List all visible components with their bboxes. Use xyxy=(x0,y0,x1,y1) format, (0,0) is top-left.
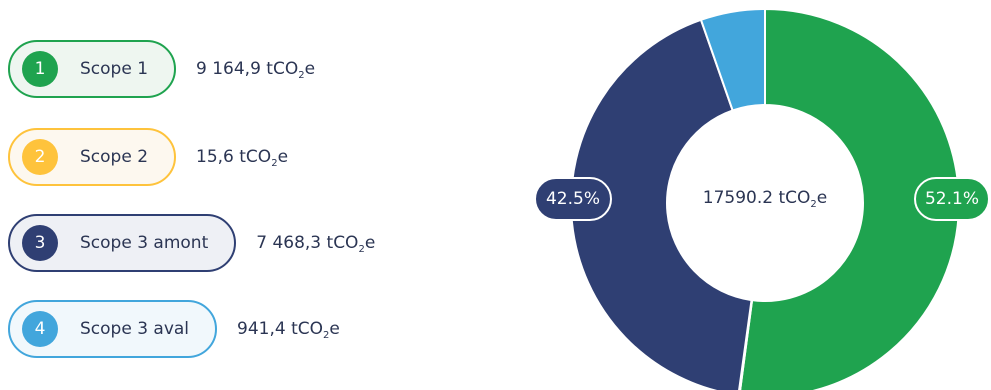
number-label-3: 3 xyxy=(34,233,46,253)
legend-value-sub-scope-3-amont: 2 xyxy=(358,244,365,255)
legend-value-text-scope-3-amont: 7 468,3 tCO xyxy=(256,233,359,253)
slice-scope-3-amont[interactable] xyxy=(570,18,753,390)
center-total: 17590.2 tCO2e xyxy=(640,188,890,210)
legend-row-scope-2: 2 Scope 2 15,6 tCO2e xyxy=(8,128,288,186)
legend-label-scope-1: Scope 1 xyxy=(80,59,149,79)
legend-row-scope-3-amont: 3 Scope 3 amont 7 468,3 tCO2e xyxy=(8,214,375,272)
legend-row-scope-3-aval: 4 Scope 3 aval 941,4 tCO2e xyxy=(8,300,340,358)
slice-scope-3-aval[interactable] xyxy=(699,7,766,112)
legend-value-scope-1: 9 164,9 tCO2e xyxy=(196,59,316,81)
legend-row-scope-1: 1 Scope 1 9 164,9 tCO2e xyxy=(8,40,315,98)
center-total-value: 17590.2 tCO xyxy=(702,188,811,208)
legend-value-suffix-scope-3-aval: e xyxy=(329,319,340,339)
legend-value-suffix-scope-2: e xyxy=(277,147,289,167)
number-label-2: 2 xyxy=(34,147,46,167)
number-label-1: 1 xyxy=(34,59,46,79)
legend-value-scope-3-amont: 7 468,3 tCO2e xyxy=(256,233,376,255)
legend-value-sub-scope-2: 2 xyxy=(271,158,278,169)
center-total-suffix: e xyxy=(816,188,828,208)
legend-value-text-scope-3-aval: 941,4 tCO xyxy=(237,319,324,339)
legend-value-text-scope-2: 15,6 tCO xyxy=(196,147,272,167)
percent-label-scope-1: 52.1% xyxy=(924,189,979,209)
number-circle-3: 3 xyxy=(22,225,58,261)
legend-value-sub-scope-3-aval: 2 xyxy=(323,330,330,341)
legend-label-scope-3-amont: Scope 3 amont xyxy=(80,233,209,253)
number-circle-2: 2 xyxy=(22,139,58,175)
legend-pill-scope-1[interactable]: 1 Scope 1 xyxy=(8,40,177,98)
legend-label-scope-2: Scope 2 xyxy=(80,147,149,167)
legend-value-suffix-scope-3-amont: e xyxy=(364,233,376,253)
percent-badge-scope-1: 52.1% xyxy=(914,177,990,221)
center-total-sub: 2 xyxy=(810,199,817,210)
number-circle-1: 1 xyxy=(22,51,58,87)
legend-pill-scope-2[interactable]: 2 Scope 2 xyxy=(8,128,177,186)
legend-value-scope-3-aval: 941,4 tCO2e xyxy=(237,319,340,341)
legend-label-scope-3-aval: Scope 3 aval xyxy=(80,319,190,339)
legend-pill-scope-3-aval[interactable]: 4 Scope 3 aval xyxy=(8,300,218,358)
legend-value-suffix-scope-1: e xyxy=(304,59,316,79)
donut-chart xyxy=(570,7,960,390)
slice-scope-1[interactable] xyxy=(739,7,960,390)
number-circle-4: 4 xyxy=(22,311,58,347)
legend-value-sub-scope-1: 2 xyxy=(298,70,305,81)
number-label-4: 4 xyxy=(34,319,46,339)
legend-value-text-scope-1: 9 164,9 tCO xyxy=(196,59,299,79)
percent-label-scope-3-amont: 42.5% xyxy=(545,189,600,209)
legend-pill-scope-3-amont[interactable]: 3 Scope 3 amont xyxy=(8,214,237,272)
percent-badge-scope-3-amont: 42.5% xyxy=(534,177,612,221)
legend-value-scope-2: 15,6 tCO2e xyxy=(196,147,289,169)
